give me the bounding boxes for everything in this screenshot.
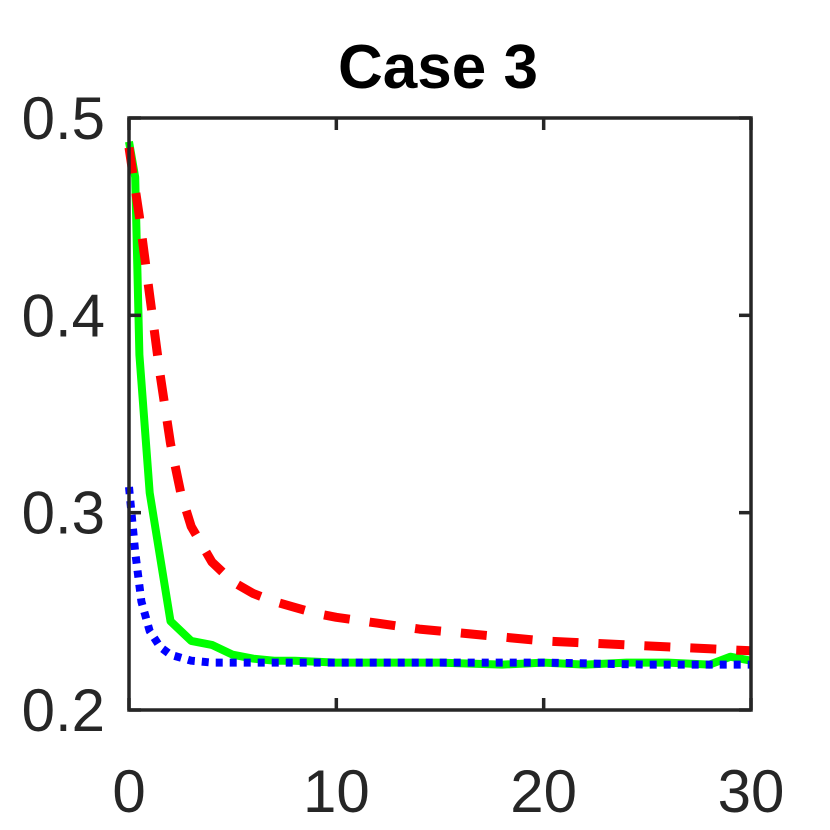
y-tick-label: 0.2 [22, 677, 105, 744]
y-tick-label: 0.5 [22, 85, 105, 152]
x-tick-label: 20 [510, 758, 577, 825]
chart-title: Case 3 [338, 33, 538, 102]
tick-layer: 0 10 20 30 0.2 0.3 0.4 0.5 [22, 85, 785, 825]
y-tick-label: 0.4 [22, 282, 105, 349]
series-layer [124, 141, 752, 669]
plot-frame [127, 116, 753, 712]
series-line-1 [125, 141, 752, 669]
x-tick-label: 30 [718, 758, 785, 825]
x-tick-label: 0 [112, 758, 145, 825]
series-line-2 [124, 146, 752, 656]
x-tick-label: 10 [303, 758, 370, 825]
series-line-3 [125, 486, 751, 669]
y-tick-label: 0.3 [22, 480, 105, 547]
